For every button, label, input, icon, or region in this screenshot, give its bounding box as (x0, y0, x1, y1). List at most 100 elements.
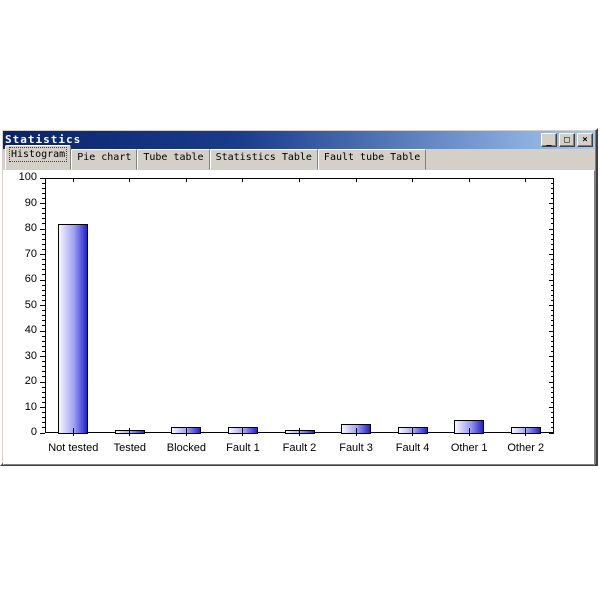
tab-page-histogram: 0 10 20 30 40 50 60 70 80 90 100 Not tested Tested Bl… (3, 170, 595, 465)
y-major-tick-right (549, 381, 554, 383)
y-minor-tick (42, 223, 45, 225)
y-minor-tick (42, 335, 45, 337)
y-minor-tick-right (551, 289, 554, 291)
y-minor-tick (42, 182, 45, 184)
y-minor-tick (42, 386, 45, 388)
bar-not-tested[interactable] (58, 224, 89, 434)
y-major-tick-right (549, 279, 554, 281)
y-major-tick-right (549, 356, 554, 357)
y-minor-tick-right (551, 366, 554, 368)
y-minor-tick (42, 197, 45, 199)
y-minor-tick (42, 366, 45, 368)
y-minor-tick (42, 401, 45, 403)
y-major-tick-right (549, 254, 554, 255)
y-minor-tick-right (551, 233, 554, 235)
x-tick-bottom (185, 428, 187, 433)
y-axis-label: 0 (30, 426, 37, 438)
y-minor-tick (42, 213, 45, 215)
y-minor-tick-right (551, 208, 554, 210)
title-bar[interactable]: Statistics _ □ × (3, 131, 595, 149)
y-major-tick (40, 305, 45, 306)
x-tick-bottom (299, 428, 300, 433)
y-minor-tick (42, 376, 45, 378)
x-tick-bottom (129, 428, 131, 433)
x-tick-top (185, 178, 187, 182)
y-major-tick (40, 356, 45, 357)
x-tick-top (299, 178, 300, 182)
y-minor-tick (42, 269, 45, 271)
y-minor-tick (42, 294, 45, 296)
x-tick-outer (242, 433, 244, 436)
x-tick-bottom (468, 428, 470, 433)
y-axis-label: 50 (24, 298, 37, 311)
tab-histogram[interactable]: Histogram (5, 145, 72, 170)
y-minor-tick (42, 350, 45, 352)
y-minor-tick-right (551, 386, 554, 388)
x-tick-outer (299, 433, 300, 436)
y-minor-tick-right (551, 192, 554, 194)
minimize-button[interactable]: _ (541, 133, 557, 147)
y-minor-tick-right (551, 269, 554, 271)
y-major-tick-right (549, 203, 554, 204)
y-major-tick-right (549, 177, 554, 179)
y-minor-tick-right (551, 335, 554, 337)
close-button[interactable]: × (577, 133, 593, 147)
tab-label: Fault tube Table (323, 152, 421, 163)
y-minor-tick (42, 371, 45, 373)
x-axis-label: Not tested (48, 442, 99, 454)
y-minor-tick-right (551, 391, 554, 393)
y-minor-tick-right (551, 299, 554, 301)
tab-statistics-table[interactable]: Statistics Table (209, 149, 318, 170)
maximize-button[interactable]: □ (559, 133, 575, 147)
x-tick-top (525, 178, 527, 182)
y-major-tick-right (549, 432, 554, 434)
x-tick-outer (355, 433, 357, 436)
y-minor-tick (42, 299, 45, 301)
y-major-tick (40, 279, 45, 281)
y-minor-tick (42, 218, 45, 220)
y-major-tick (40, 254, 45, 255)
y-major-tick (40, 203, 45, 204)
tab-label: Pie chart (77, 152, 132, 163)
y-minor-tick (42, 345, 45, 347)
y-minor-tick-right (551, 187, 554, 189)
y-axis-label: 10 (24, 400, 37, 413)
y-axis-label: 40 (24, 324, 37, 336)
y-minor-tick (42, 361, 45, 363)
y-minor-tick-right (551, 325, 554, 327)
y-major-tick (40, 407, 45, 408)
x-tick-outer (412, 433, 414, 436)
y-minor-tick (42, 208, 45, 210)
y-minor-tick (42, 320, 45, 322)
tab-label: Histogram (8, 147, 68, 162)
histogram-plot: 0 10 20 30 40 50 60 70 80 90 100 Not tested Tested Bl… (4, 171, 594, 464)
x-axis-label: Fault 2 (282, 442, 317, 454)
x-axis-label: Fault 3 (339, 442, 373, 454)
y-minor-tick (42, 233, 45, 235)
y-minor-tick-right (551, 294, 554, 296)
y-minor-tick (42, 187, 45, 189)
y-axis-label: 60 (24, 273, 37, 285)
y-minor-tick-right (551, 350, 554, 352)
x-tick-bottom (412, 428, 414, 433)
y-minor-tick-right (551, 264, 554, 266)
x-tick-outer (129, 433, 131, 436)
y-minor-tick (42, 289, 45, 291)
tab-label: Tube table (143, 152, 204, 163)
x-tick-top (129, 178, 131, 182)
y-minor-tick-right (551, 371, 554, 373)
tab-fault-tube-table[interactable]: Fault tube Table (317, 149, 427, 170)
tab-tube-table[interactable]: Tube table (137, 149, 210, 170)
y-minor-tick-right (551, 259, 554, 261)
x-tick-top (72, 178, 74, 182)
x-tick-top (412, 178, 414, 182)
y-axis-label: 30 (24, 349, 37, 362)
maximize-icon: □ (564, 134, 570, 145)
window-controls: _ □ × (541, 133, 593, 147)
tab-pie-chart[interactable]: Pie chart (71, 149, 138, 170)
statistics-window: Statistics _ □ × Histogram Pie chart Tube … (0, 128, 598, 466)
y-minor-tick-right (551, 315, 554, 317)
y-minor-tick-right (551, 182, 554, 184)
y-minor-tick (42, 412, 45, 414)
x-tick-bottom (525, 428, 527, 433)
